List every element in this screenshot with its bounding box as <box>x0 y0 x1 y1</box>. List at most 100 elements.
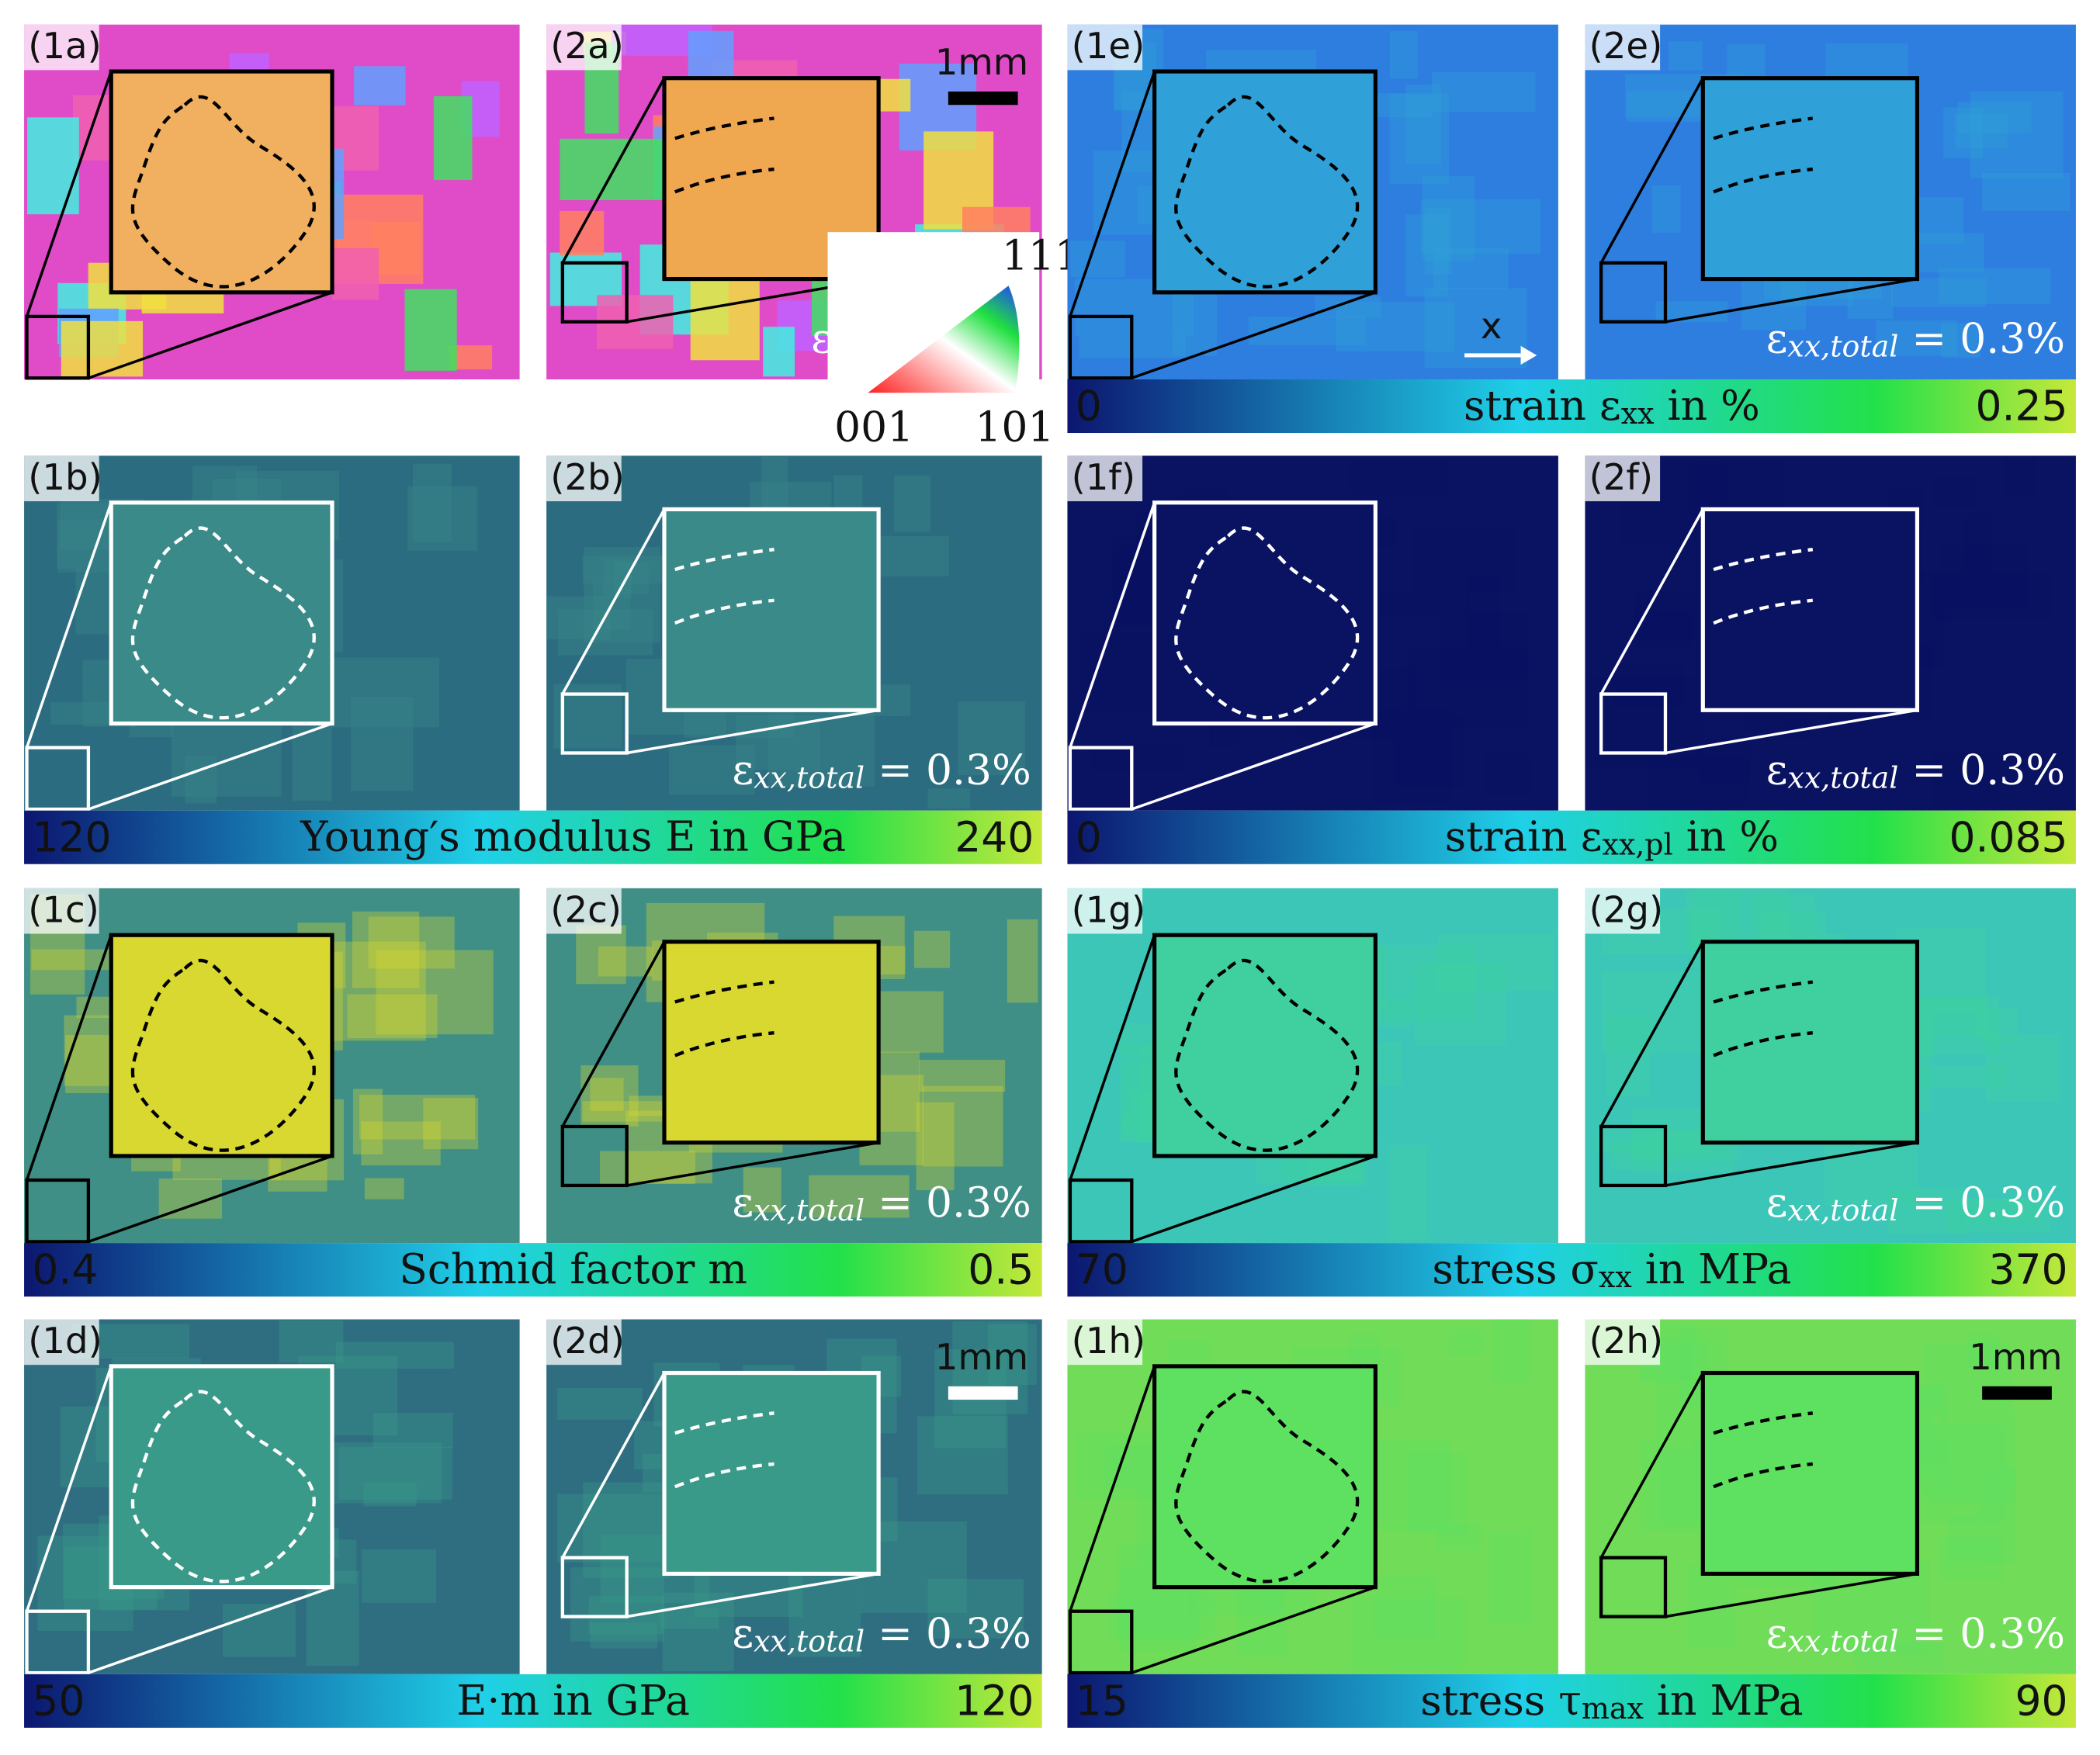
grain <box>359 1095 476 1140</box>
grain <box>590 1622 658 1649</box>
label-bg <box>546 24 622 71</box>
grain <box>958 701 1026 776</box>
grain <box>335 1341 454 1369</box>
label-bg <box>1585 888 1661 934</box>
grain <box>916 1102 955 1191</box>
inset <box>109 69 334 295</box>
title-part: xx <box>1621 396 1655 431</box>
label-bg <box>24 888 99 934</box>
roi-box <box>1068 1178 1134 1244</box>
strain-part: = 0.3% <box>1898 1178 2065 1227</box>
colorbar-min: 0.4 <box>32 1245 98 1294</box>
label-bg <box>1585 1319 1661 1366</box>
grain <box>1946 1515 1982 1559</box>
grain <box>1939 1537 2002 1580</box>
grain <box>1389 31 1418 79</box>
colorbar-title: E·m in GPa <box>456 1676 690 1725</box>
grain <box>361 1549 436 1603</box>
grain <box>326 657 440 728</box>
title-part: xx <box>1599 1260 1632 1294</box>
strain-part: = 0.3% <box>865 1609 1031 1658</box>
grain <box>1070 241 1125 278</box>
grain <box>1315 296 1381 318</box>
grain <box>668 745 755 795</box>
twin-trace <box>674 116 775 140</box>
zoom-line <box>1665 1141 1918 1187</box>
twin-trace <box>1713 980 1814 1004</box>
zoom-line <box>88 722 333 811</box>
grain <box>1985 1034 2060 1102</box>
twin-trace <box>674 980 775 1004</box>
roi-box <box>25 314 91 380</box>
grain <box>2005 455 2036 494</box>
grain <box>1076 1433 1156 1499</box>
scale-label: 1mm <box>1969 1336 2062 1378</box>
grain <box>1007 919 1038 1003</box>
roi-box <box>25 1178 91 1244</box>
strain-part: = 0.3% <box>1898 314 2065 363</box>
grain <box>599 1151 696 1185</box>
twin-trace <box>674 1462 775 1489</box>
roi-box <box>560 1124 629 1188</box>
zoom-line <box>626 1572 879 1618</box>
grain <box>61 320 144 377</box>
strain-label: εxx,total = 0.3% <box>1766 745 2065 794</box>
colorbar <box>24 1243 1042 1297</box>
twin-trace <box>674 548 775 572</box>
grain <box>1941 1411 2016 1501</box>
grain <box>1492 1319 1530 1383</box>
colorbar <box>1067 1243 2076 1297</box>
grain <box>279 1320 344 1362</box>
scale-bar <box>948 1386 1018 1400</box>
strain-part: ε <box>1766 314 1788 363</box>
grain <box>1939 546 2028 608</box>
grain <box>1437 933 1555 991</box>
strain-part: xx,total <box>754 1193 865 1227</box>
zoom-line <box>25 934 113 1181</box>
grain <box>192 466 258 504</box>
scale-label: 1mm <box>935 41 1028 83</box>
grain <box>1485 754 1530 798</box>
twin-trace <box>1713 167 1814 194</box>
grain <box>1634 611 1693 648</box>
grain <box>1405 84 1441 164</box>
grain <box>361 1121 441 1166</box>
roi-box <box>560 692 629 755</box>
grain <box>1727 43 1766 80</box>
grain <box>404 289 457 371</box>
grain <box>1407 646 1527 727</box>
grain <box>1930 573 2050 621</box>
grain <box>1374 1575 1436 1638</box>
label-bg <box>1067 24 1143 71</box>
colorbar-title: stress σxx in MPa <box>1432 1244 1791 1294</box>
inset <box>662 507 881 712</box>
grain <box>1606 1013 1651 1097</box>
colorbar-max: 0.25 <box>1975 382 2067 431</box>
grain <box>1596 1128 1710 1154</box>
grain <box>373 1413 453 1448</box>
panel-label: (2h) <box>1589 1320 1664 1362</box>
zoom-line <box>1069 71 1156 317</box>
label-bg <box>1585 24 1661 71</box>
colorbar-max: 370 <box>1988 1245 2067 1294</box>
scale-label: 1mm <box>935 1336 1028 1378</box>
panel-label: (1b) <box>28 456 102 498</box>
grain <box>407 486 477 551</box>
strain-part: xx,total <box>754 760 865 794</box>
label-bg <box>24 1319 99 1366</box>
grain <box>1420 199 1540 254</box>
grain <box>1610 1141 1662 1170</box>
zoom-line <box>88 1586 333 1674</box>
grain-outline <box>1174 1390 1360 1584</box>
grain <box>788 1570 861 1657</box>
strain-label: εxx,total = 0.3% <box>1766 314 2065 364</box>
grain <box>919 1059 1006 1092</box>
strain-part: xx,total <box>1787 1193 1898 1227</box>
colorbar-max: 90 <box>2015 1676 2068 1725</box>
grain <box>1967 1333 1998 1369</box>
panel-label: (2g) <box>1589 888 1664 930</box>
zoom-line <box>1069 502 1156 749</box>
zoom-line <box>1665 708 1918 755</box>
roi-box <box>560 1556 629 1618</box>
